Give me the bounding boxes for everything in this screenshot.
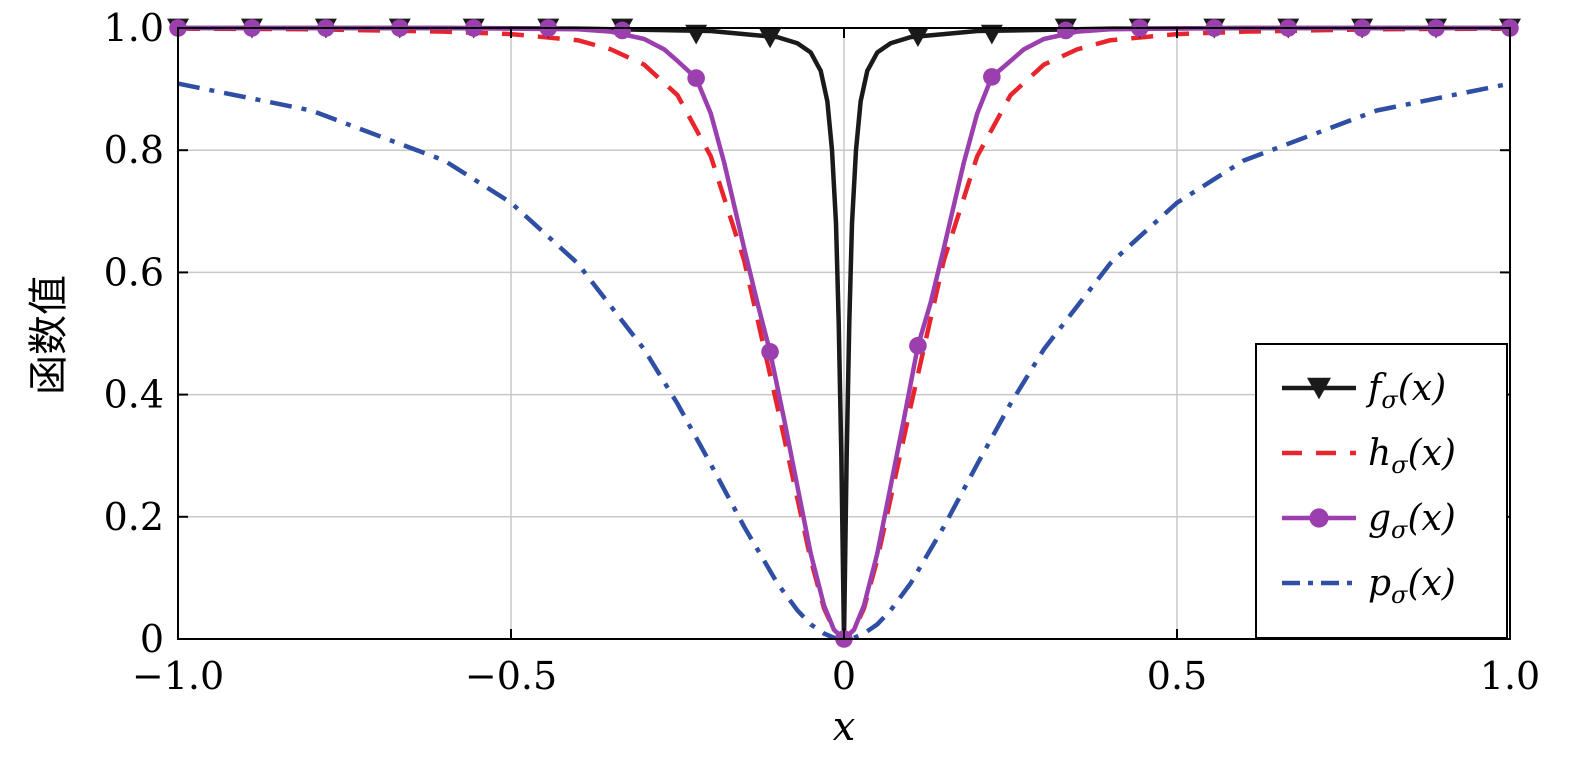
x-tick-label: 0 <box>832 654 856 698</box>
legend-label: gσ(x) <box>1368 498 1456 544</box>
y-tick-label: 0.2 <box>104 495 164 539</box>
legend-item: hσ(x) <box>1282 433 1456 479</box>
marker-circle <box>909 336 927 355</box>
y-axis-label: 函数值 <box>26 275 72 395</box>
legend-item: pσ(x) <box>1282 563 1456 609</box>
x-tick-label: −0.5 <box>465 654 557 698</box>
y-tick-label: 0.4 <box>104 373 164 417</box>
legend-item: gσ(x) <box>1282 498 1456 544</box>
legend-box <box>1255 343 1508 639</box>
marker-circle <box>613 21 632 40</box>
marker-triangle <box>980 24 1003 45</box>
marker-circle <box>687 69 705 87</box>
series-p <box>177 81 1511 642</box>
tick-layer: −1.0 −0.5 0 0.5 1.0 0 0.2 0.4 0.6 0.8 1.0 <box>104 6 1541 698</box>
marker-circle <box>761 343 779 361</box>
x-tick-label: −1.0 <box>132 654 224 698</box>
y-tick-label: 0 <box>140 617 164 661</box>
marker-circle <box>1056 21 1075 40</box>
x-axis-label: x <box>833 704 856 750</box>
marker-triangle <box>906 27 929 48</box>
marker-circle <box>1309 508 1329 528</box>
legend-label: pσ(x) <box>1368 563 1456 609</box>
legend: fσ(x) hσ(x) gσ(x) pσ(x) <box>1255 343 1508 639</box>
y-tick-label: 1.0 <box>104 6 164 50</box>
grid-layer <box>178 28 1510 639</box>
x-tick-label: 1.0 <box>1480 654 1540 698</box>
y-tick-label: 0.8 <box>104 128 164 172</box>
legend-label: fσ(x) <box>1365 368 1446 414</box>
marker-triangle <box>685 24 708 45</box>
y-tick-label: 0.6 <box>104 250 164 294</box>
series-line <box>177 81 1511 642</box>
series-g <box>169 19 1519 648</box>
x-tick-label: 0.5 <box>1147 654 1207 698</box>
marker-triangle <box>759 28 782 49</box>
marker-circle <box>983 68 1001 86</box>
legend-label: hσ(x) <box>1368 433 1456 479</box>
marker-triangle <box>1307 377 1331 400</box>
